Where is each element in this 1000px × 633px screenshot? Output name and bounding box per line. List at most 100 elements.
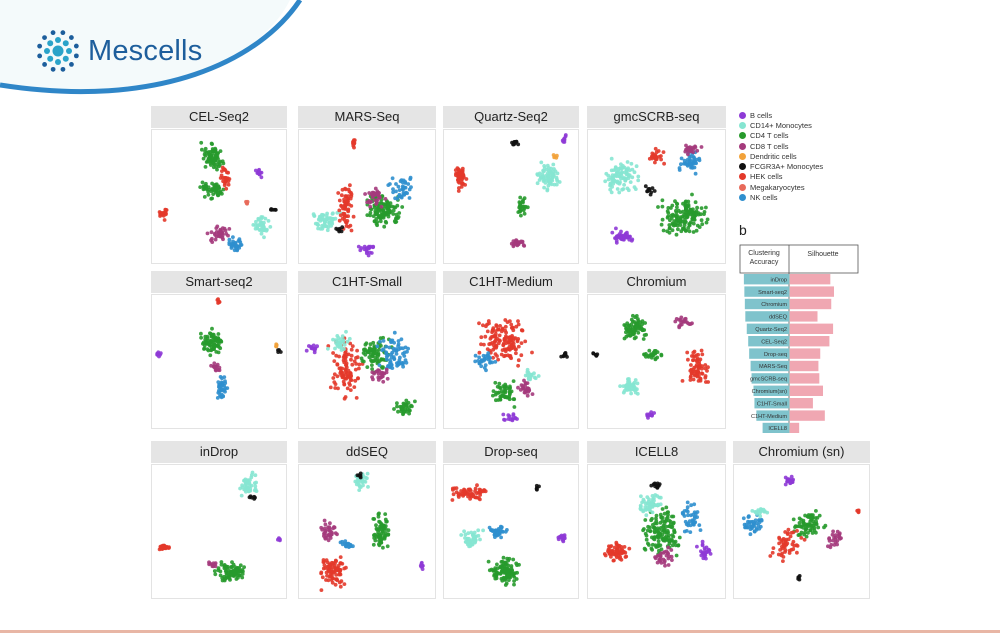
legend-label: FCGR3A+ Monocytes xyxy=(750,162,824,172)
silhouette-bar xyxy=(790,298,832,310)
panel-title: Chromium xyxy=(587,271,726,293)
tsne-plot-area xyxy=(298,294,436,429)
panel-title: ddSEQ xyxy=(298,441,436,463)
tsne-panel: gmcSCRB-seq xyxy=(587,106,726,264)
category-label: gmcSCRB-seq xyxy=(750,377,787,383)
tsne-scatter xyxy=(319,471,425,592)
left-header-label: Clustering xyxy=(748,250,780,257)
legend-label: Megakaryocytes xyxy=(750,182,805,192)
legend-item: CD8 T cells xyxy=(739,141,879,151)
silhouette-bar xyxy=(790,323,834,334)
tsne-scatter xyxy=(453,133,568,249)
mescells-logo-icon xyxy=(37,30,79,72)
silhouette-bar xyxy=(790,311,818,322)
category-label: MARS-Seq xyxy=(759,364,787,370)
legend-item: Megakaryocytes xyxy=(739,182,879,192)
accuracy-bar xyxy=(754,398,789,409)
clustering-silhouette-chart: Clustering Accuracy Silhouette inDrop Smart-… xyxy=(739,244,859,433)
legend-label: CD8 T cells xyxy=(750,141,789,151)
legend-item: HEK cells xyxy=(739,172,879,182)
tsne-scatter xyxy=(602,481,713,568)
legend-item: Dendritic cells xyxy=(739,151,879,161)
category-label: ICELL8 xyxy=(768,426,787,432)
legend-swatch xyxy=(739,194,746,202)
header-arc-decoration xyxy=(0,0,303,94)
brand-name: Mescells xyxy=(88,34,203,67)
tsne-panel: CEL-Seq2 xyxy=(151,106,287,264)
header-box xyxy=(739,244,859,274)
category-label: Quartz-Seq2 xyxy=(755,327,787,333)
legend-swatch xyxy=(739,132,746,140)
tsne-scatter xyxy=(157,470,282,583)
tsne-scatter xyxy=(450,483,567,587)
left-header-label: Accuracy xyxy=(750,259,779,266)
legend-label: Dendritic cells xyxy=(750,151,797,161)
category-label: C1HT-Medium xyxy=(751,414,787,420)
legend-label: HEK cells xyxy=(750,172,783,182)
footer-divider xyxy=(0,630,1000,633)
tsne-panel: Smart-seq2 xyxy=(151,271,287,429)
legend-swatch xyxy=(739,173,746,181)
silhouette-bar xyxy=(790,348,821,359)
category-label: CEL-Seq2 xyxy=(761,339,787,345)
tsne-plot-area xyxy=(443,129,579,264)
tsne-plot-area xyxy=(443,294,579,429)
cell-type-legend: B cells CD14+ Monocytes CD4 T cells CD8 T c… xyxy=(739,110,879,203)
legend-item: B cells xyxy=(739,110,879,120)
silhouette-bar xyxy=(790,398,813,409)
legend-swatch xyxy=(739,163,746,171)
tsne-plot-area xyxy=(298,129,436,264)
accuracy-bar xyxy=(748,336,789,347)
tsne-plot-area xyxy=(151,294,287,429)
tsne-scatter xyxy=(591,313,710,420)
tsne-scatter xyxy=(304,329,417,417)
legend-label: CD4 T cells xyxy=(750,131,789,141)
silhouette-bar xyxy=(790,336,830,347)
legend-swatch xyxy=(739,121,746,129)
legend-item: CD14+ Monocytes xyxy=(739,120,879,130)
panel-title: Quartz-Seq2 xyxy=(443,106,579,128)
panel-title: ICELL8 xyxy=(587,441,726,463)
silhouette-bar xyxy=(790,360,819,372)
tsne-panel: inDrop xyxy=(151,441,287,599)
panel-title: gmcSCRB-seq xyxy=(587,106,726,128)
tsne-scatter xyxy=(603,143,710,245)
legend-label: NK cells xyxy=(750,193,778,203)
accuracy-bar xyxy=(753,385,789,396)
panel-title: Drop-seq xyxy=(443,441,579,463)
category-label: ddSEQ xyxy=(769,315,788,321)
panel-b-label: b xyxy=(739,222,747,238)
accuracy-bar xyxy=(746,323,789,334)
silhouette-bar xyxy=(790,373,820,384)
tsne-scatter xyxy=(157,140,278,253)
tsne-panel: C1HT-Small xyxy=(298,271,436,429)
accuracy-bar xyxy=(762,422,789,433)
accuracy-bar xyxy=(743,274,789,285)
panel-title: C1HT-Small xyxy=(298,271,436,293)
tsne-panel: C1HT-Medium xyxy=(443,271,579,429)
panel-title: inDrop xyxy=(151,441,287,463)
tsne-scatter xyxy=(311,138,413,258)
category-label: C1HT-Small xyxy=(757,401,787,407)
silhouette-bar xyxy=(790,385,823,396)
panel-title: C1HT-Medium xyxy=(443,271,579,293)
legend-swatch xyxy=(739,183,746,191)
tsne-panel: Chromium (sn) xyxy=(733,441,870,599)
tsne-plot-area xyxy=(587,294,726,429)
tsne-plot-area xyxy=(587,464,726,599)
tsne-panel: Quartz-Seq2 xyxy=(443,106,579,264)
accuracy-bar xyxy=(744,298,789,310)
legend-label: CD14+ Monocytes xyxy=(750,120,812,130)
legend-label: B cells xyxy=(750,110,773,120)
silhouette-bar xyxy=(790,274,831,285)
accuracy-bar xyxy=(750,360,789,372)
legend-item: NK cells xyxy=(739,192,879,202)
panel-title: MARS-Seq xyxy=(298,106,436,128)
tsne-panel: Drop-seq xyxy=(443,441,579,599)
accuracy-bar xyxy=(756,410,789,421)
tsne-plot-area xyxy=(298,464,436,599)
tsne-panel: ddSEQ xyxy=(298,441,436,599)
category-label: Chromium(sn) xyxy=(752,389,788,395)
category-label: Drop-seq xyxy=(764,352,787,358)
tsne-plot-area xyxy=(151,464,287,599)
